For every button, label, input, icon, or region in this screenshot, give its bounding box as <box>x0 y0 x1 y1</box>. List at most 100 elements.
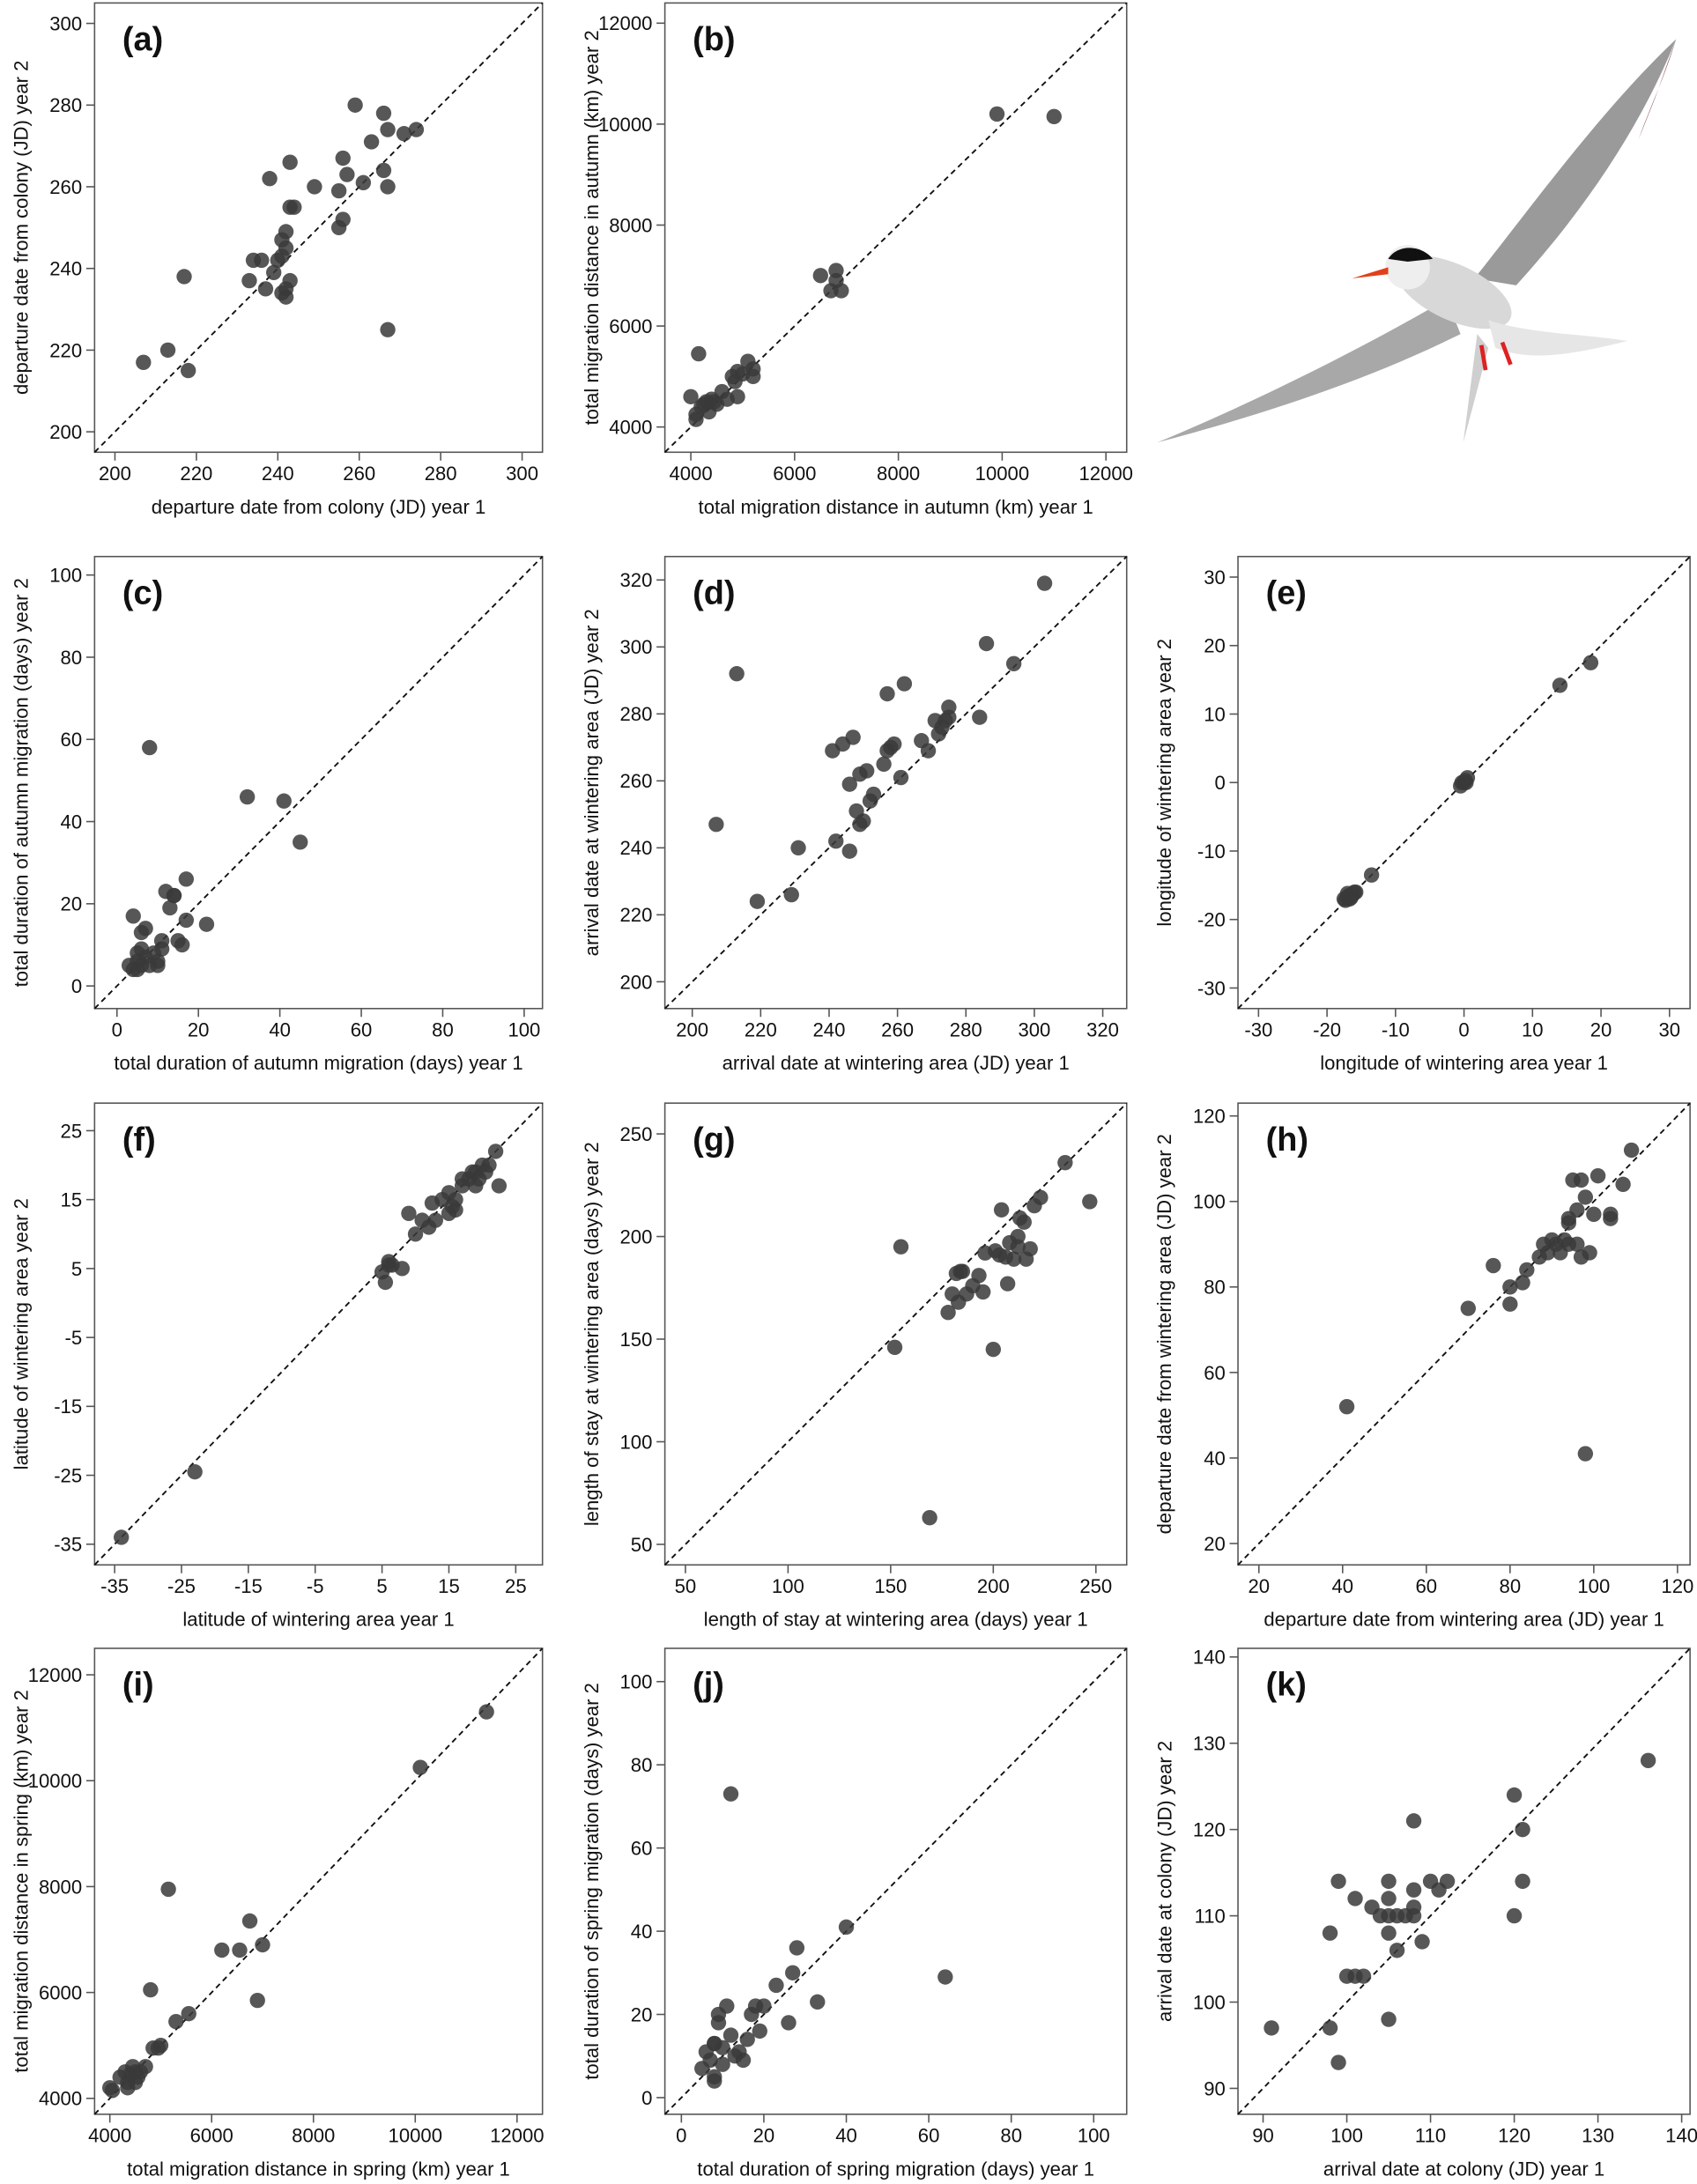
y-axis-label: departure date from colony (JD) year 2 <box>11 61 33 395</box>
y-tick-label: -10 <box>1197 840 1226 862</box>
point <box>1458 774 1474 790</box>
point <box>1036 575 1053 591</box>
point <box>1515 1821 1530 1838</box>
point <box>1381 1873 1397 1890</box>
point <box>187 1463 203 1480</box>
y-tick-label: 300 <box>620 636 653 658</box>
point <box>1414 1934 1430 1950</box>
point <box>1506 1787 1523 1803</box>
point <box>879 685 895 702</box>
point <box>401 1205 417 1221</box>
point <box>893 769 909 786</box>
point <box>783 886 799 903</box>
x-tick-label: 80 <box>432 1018 454 1040</box>
point <box>1338 1399 1355 1415</box>
y-tick-label: -20 <box>1197 909 1226 931</box>
y-axis-label: total duration of autumn migration (days… <box>11 578 33 987</box>
identity-line <box>663 1102 1128 1566</box>
x-tick-label: 0 <box>112 1018 122 1040</box>
x-tick-label: 240 <box>262 463 294 485</box>
x-tick-label: 12000 <box>490 2124 544 2146</box>
point <box>412 1759 428 1775</box>
x-tick-label: 12000 <box>1078 463 1132 485</box>
x-tick-label: 6000 <box>773 463 816 485</box>
identity-line <box>93 1647 544 2115</box>
y-tick-label: 6000 <box>609 315 652 337</box>
x-tick-label: 90 <box>1252 2124 1274 2146</box>
point <box>159 342 176 359</box>
point <box>1322 1925 1338 1941</box>
x-tick-label: 300 <box>1018 1018 1050 1040</box>
point <box>1057 1155 1073 1171</box>
point <box>396 126 412 142</box>
y-tick-label: 60 <box>631 1838 653 1860</box>
plot-frame <box>93 2 544 454</box>
x-tick-label: 100 <box>1078 2124 1110 2146</box>
tail-streamer <box>1463 334 1489 443</box>
x-axis-label: total migration distance in autumn (km) … <box>699 496 1093 518</box>
point <box>454 1171 471 1187</box>
y-tick-label: 200 <box>620 1225 653 1247</box>
y-axis-label: total migration distance in autumn (km) … <box>581 30 603 425</box>
x-tick-label: 150 <box>874 1575 907 1597</box>
point <box>810 1994 826 2010</box>
point <box>838 1919 855 1936</box>
x-tick-label: 130 <box>1582 2124 1614 2146</box>
wing-right <box>1474 39 1677 285</box>
y-tick-label: 4000 <box>39 2088 82 2110</box>
y-axis-label: departure date from wintering area (JD) … <box>1153 1134 1175 1534</box>
point <box>1355 1968 1372 1984</box>
point <box>448 1202 463 1218</box>
point <box>380 322 396 337</box>
panel: 4000 6000 8000 10000 12000 4000 6000 8000 10000 1… <box>11 1647 545 2180</box>
x-tick-label: 200 <box>676 1018 708 1040</box>
point <box>1016 1214 1032 1230</box>
y-tick-label: 10000 <box>598 114 652 136</box>
identity-line <box>93 556 544 1010</box>
point <box>1573 1172 1590 1188</box>
point <box>879 743 895 759</box>
point <box>1603 1206 1619 1222</box>
point <box>841 776 857 792</box>
point <box>696 396 712 412</box>
x-tick-label: 30 <box>1658 1018 1680 1040</box>
point <box>363 134 380 150</box>
point <box>941 709 957 725</box>
point <box>166 887 182 904</box>
point <box>707 2035 723 2052</box>
wing-left <box>1157 299 1461 443</box>
x-tick-label: 4000 <box>669 463 712 485</box>
point <box>1046 108 1062 124</box>
point <box>828 272 844 289</box>
point <box>702 2052 718 2069</box>
x-tick-label: -30 <box>1244 1018 1272 1040</box>
panel: 200 220 240 260 280 300 200 220 240 260 280 300 depa… <box>11 2 544 518</box>
point <box>142 739 158 756</box>
point <box>1389 1943 1405 1958</box>
y-tick-label: 4000 <box>609 417 652 439</box>
point <box>1515 1873 1530 1890</box>
y-tick-label: 200 <box>49 421 82 443</box>
identity-line <box>1237 1647 1691 2115</box>
x-tick-label: 4000 <box>88 2124 131 2146</box>
panel: 0 20 40 60 80 100 0 20 40 60 80 100 total duration o… <box>581 1647 1128 2180</box>
point <box>276 793 292 809</box>
y-tick-label: 260 <box>49 176 82 198</box>
point <box>255 1936 270 1953</box>
y-axis-label: total migration distance in spring (km) … <box>11 1690 33 2073</box>
point <box>1640 1752 1656 1768</box>
x-tick-label: 8000 <box>292 2124 335 2146</box>
point <box>133 924 150 941</box>
point <box>286 199 302 215</box>
y-tick-label: -30 <box>1197 977 1226 999</box>
y-tick-label: 200 <box>620 971 653 993</box>
y-tick-label: 40 <box>1204 1447 1226 1470</box>
point <box>375 105 392 122</box>
x-tick-label: 80 <box>1000 2124 1022 2146</box>
point <box>985 1341 1002 1358</box>
point <box>478 1704 494 1720</box>
point <box>153 941 170 957</box>
y-tick-label: 240 <box>49 258 82 280</box>
point <box>307 179 322 195</box>
x-tick-label: 240 <box>813 1018 846 1040</box>
